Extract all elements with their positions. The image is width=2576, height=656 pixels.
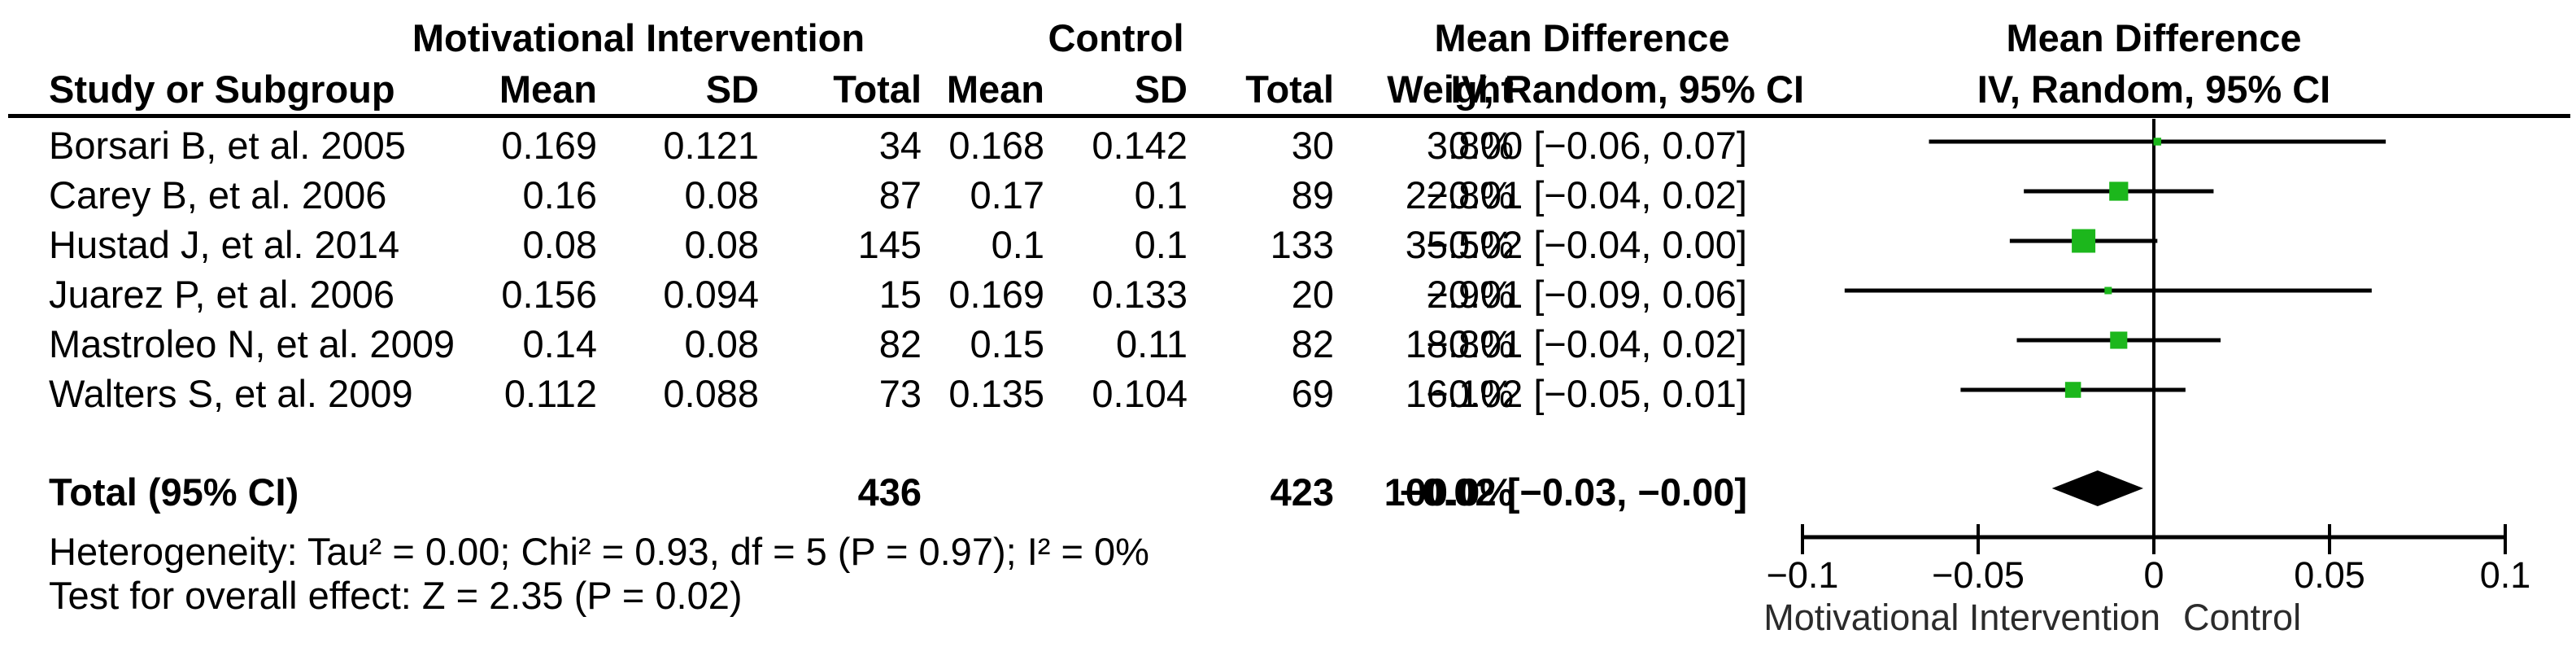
axis-tick-label: −0.05: [1932, 554, 2025, 596]
axis-tick-label: 0: [2143, 554, 2164, 596]
cell-ci: −0.02 [−0.05, 0.01]: [1426, 372, 1747, 415]
cell-total2: 133: [1270, 223, 1334, 266]
cell-weight: 35.5%: [1405, 223, 1514, 266]
cell-total2: 69: [1291, 372, 1334, 415]
cell-ci: 0.00 [−0.06, 0.07]: [1448, 124, 1747, 167]
overall-effect-text: Test for overall effect: Z = 2.35 (P = 0…: [49, 574, 743, 617]
effect-square: [2104, 286, 2112, 295]
total-row-ci: −0.02 [−0.03, −0.00]: [1399, 470, 1747, 514]
cell-sd1: 0.08: [684, 173, 759, 216]
cell-sd1: 0.088: [663, 372, 759, 415]
cell-total2: 89: [1291, 173, 1334, 216]
cell-mean1: 0.16: [522, 173, 597, 216]
cell-ci: −0.01 [−0.04, 0.02]: [1426, 322, 1747, 365]
cell-mean1: 0.14: [522, 322, 597, 365]
cell-study: Borsari B, et al. 2005: [49, 124, 406, 167]
header-group-intervention: Motivational Intervention: [412, 16, 865, 59]
cell-weight: 3.8%: [1426, 124, 1514, 167]
column-header-weight: Weight: [1387, 68, 1514, 111]
heterogeneity-text: Heterogeneity: Tau² = 0.00; Chi² = 0.93,…: [49, 530, 1149, 573]
cell-mean1: 0.112: [503, 372, 597, 415]
cell-study: Juarez P, et al. 2006: [49, 273, 395, 316]
header-rule: [8, 114, 2570, 118]
cell-total2: 30: [1291, 124, 1334, 167]
column-header-mean-control: Mean: [946, 68, 1044, 111]
cell-sd1: 0.08: [684, 322, 759, 365]
column-header-sd-control: SD: [1134, 68, 1188, 111]
cell-mean2: 0.15: [970, 322, 1044, 365]
cell-study: Carey B, et al. 2006: [49, 173, 387, 216]
column-header-sd-intervention: SD: [705, 68, 759, 111]
cell-total2: 82: [1291, 322, 1334, 365]
cell-sd1: 0.094: [663, 273, 759, 316]
cell-sd1: 0.08: [684, 223, 759, 266]
axis-tick-label: 0.05: [2294, 554, 2365, 596]
total-row-n-control: 423: [1270, 470, 1334, 514]
cell-sd2: 0.142: [1092, 124, 1188, 167]
cell-total1: 82: [878, 322, 922, 365]
cell-study: Mastroleo N, et al. 2009: [49, 322, 455, 365]
cell-total1: 87: [878, 173, 922, 216]
column-header-total-control: Total: [1245, 68, 1334, 111]
cell-ci: −0.01 [−0.09, 0.06]: [1426, 273, 1747, 316]
axis-tick-label: 0.1: [2480, 554, 2531, 596]
cell-ci: −0.01 [−0.04, 0.02]: [1426, 173, 1747, 216]
header-group-control: Control: [1048, 16, 1184, 59]
cell-sd1: 0.121: [663, 124, 759, 167]
cell-mean1: 0.156: [501, 273, 597, 316]
cell-weight: 16.1%: [1405, 372, 1514, 415]
cell-ci: −0.02 [−0.04, 0.00]: [1426, 223, 1747, 266]
cell-mean2: 0.1: [991, 223, 1044, 266]
cell-mean1: 0.08: [522, 223, 597, 266]
total-row-label: Total (95% CI): [49, 470, 299, 514]
cell-weight: 18.8%: [1405, 322, 1514, 365]
cell-total1: 15: [878, 273, 922, 316]
effect-square: [2153, 138, 2162, 146]
header-mean-difference-text-column: Mean Difference: [1434, 16, 1730, 59]
cell-study: Walters S, et al. 2009: [49, 372, 413, 415]
cell-mean2: 0.168: [948, 124, 1044, 167]
cell-total1: 73: [878, 372, 922, 415]
cell-total1: 145: [857, 223, 922, 266]
effect-square: [2110, 331, 2128, 349]
effect-square: [2072, 229, 2096, 253]
favours-right-label: Control: [2183, 597, 2301, 638]
cell-sd2: 0.133: [1092, 273, 1188, 316]
column-header-total-intervention: Total: [833, 68, 922, 111]
cell-mean2: 0.169: [948, 273, 1044, 316]
cell-weight: 2.9%: [1426, 273, 1514, 316]
header-mean-difference-plot-column: Mean Difference: [2006, 16, 2302, 59]
cell-mean2: 0.17: [970, 173, 1044, 216]
column-header-mean-intervention: Mean: [499, 68, 597, 111]
cell-study: Hustad J, et al. 2014: [49, 223, 400, 266]
cell-sd2: 0.11: [1116, 322, 1188, 365]
cell-sd2: 0.1: [1134, 173, 1188, 216]
total-diamond: [2051, 470, 2144, 506]
cell-total2: 20: [1291, 273, 1334, 316]
cell-mean2: 0.135: [948, 372, 1044, 415]
total-row-n-intervention: 436: [857, 470, 922, 514]
effect-square: [2109, 181, 2129, 201]
effect-square: [2064, 382, 2081, 398]
total-row-weight: 100.0%: [1384, 470, 1514, 514]
axis-tick-label: −0.1: [1767, 554, 1839, 596]
cell-sd2: 0.104: [1092, 372, 1188, 415]
cell-mean1: 0.169: [501, 124, 597, 167]
column-header-ci-plot: IV, Random, 95% CI: [1977, 68, 2331, 111]
favours-left-label: Motivational Intervention: [1763, 597, 2160, 638]
cell-sd2: 0.1: [1134, 223, 1188, 266]
column-header-study: Study or Subgroup: [49, 68, 395, 111]
cell-total1: 34: [878, 124, 922, 167]
cell-weight: 22.8%: [1405, 173, 1514, 216]
column-header-ci-text: IV, Random, 95% CI: [1450, 68, 1804, 111]
